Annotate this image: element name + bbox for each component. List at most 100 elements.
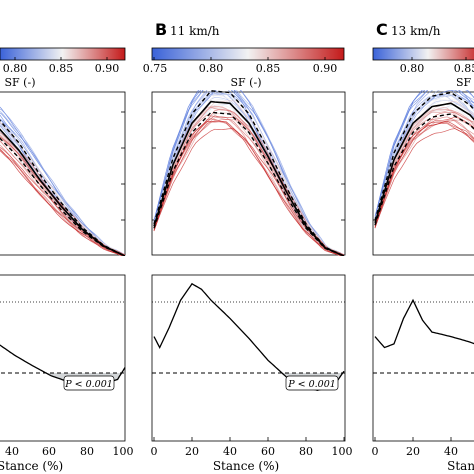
sd-line <box>153 111 345 256</box>
trial-line <box>0 108 124 256</box>
xtick-a: 80 <box>80 445 94 458</box>
svg-text:P < 0.001: P < 0.001 <box>287 379 336 390</box>
xlabel-b: Stance (%) <box>213 459 279 473</box>
trial-line <box>0 122 125 256</box>
xtick-b: 0 <box>151 445 158 458</box>
panel-letter-c: C <box>376 20 388 39</box>
colorbar-label: SF ( <box>456 76 474 89</box>
trial-line <box>0 134 124 256</box>
trial-line <box>153 90 345 256</box>
spm-curve-a <box>0 344 126 384</box>
colorbar-tick: 0.85 <box>49 62 74 75</box>
trial-line <box>374 90 474 221</box>
pvalue-box-b: P < 0.001 <box>285 375 339 391</box>
xtick-c: 20 <box>406 445 420 458</box>
colorbar-tick: 0.85 <box>256 62 281 75</box>
xticks-c <box>374 437 452 441</box>
trial-line <box>0 114 125 256</box>
colorbar-label: SF (-) <box>231 76 262 89</box>
xtick-b: 40 <box>223 445 237 458</box>
trial-line <box>153 90 345 256</box>
mean-line <box>0 128 125 256</box>
xtick-c: 0 <box>372 445 379 458</box>
trial-line <box>0 125 125 256</box>
colorbar-tick: 0.80 <box>3 62 28 75</box>
colorbar-c <box>372 47 474 61</box>
xtick-a: 40 <box>5 445 19 458</box>
xtick-b: 100 <box>332 445 353 458</box>
xtick-c: 40 <box>444 445 458 458</box>
trial-line <box>153 90 345 256</box>
upper-axes-c <box>372 91 474 256</box>
trial-line <box>153 118 343 256</box>
xlabel-c: Stance <box>447 459 474 473</box>
trial-line <box>0 149 124 256</box>
sd-line <box>0 119 125 256</box>
trial-line <box>374 120 474 226</box>
mean-line <box>374 102 474 224</box>
spm-line <box>374 298 474 349</box>
trial-line <box>374 119 474 226</box>
colorbar-a <box>0 47 126 61</box>
xtick-b: 20 <box>185 445 199 458</box>
panel-letter-b: B <box>155 20 167 39</box>
trial-line <box>0 130 124 256</box>
trial-line <box>0 137 124 256</box>
colorbar-label: SF (-) <box>5 76 36 89</box>
trial-line <box>0 121 124 256</box>
lower-axes-a <box>0 274 126 442</box>
trial-curves-b <box>153 90 345 256</box>
trial-line <box>0 110 125 256</box>
spm-curve-b <box>152 282 345 391</box>
colorbar-tick: 0.75 <box>143 62 168 75</box>
colorbar-b-ticks <box>153 57 326 60</box>
trial-line <box>0 118 125 256</box>
trial-line <box>0 148 125 256</box>
colorbar-b <box>151 47 345 61</box>
colorbar-a-ticks <box>14 57 108 60</box>
spm-curve-c <box>373 298 474 374</box>
sd-line <box>374 91 474 221</box>
trial-line <box>0 106 125 256</box>
sd-line <box>153 90 345 256</box>
panel-speed-b: 11 km/h <box>170 24 220 38</box>
upper-yticks-a <box>121 111 125 221</box>
trial-line <box>153 90 344 256</box>
pvalue-box-a: P < 0.001 <box>63 375 115 391</box>
trial-line <box>0 139 125 256</box>
xtick-b: 60 <box>261 445 275 458</box>
xticks-b <box>153 437 345 441</box>
colorbar-tick: 0.80 <box>199 62 224 75</box>
trial-curves-c <box>374 90 474 229</box>
colorbar-tick: 0.85 <box>454 62 474 75</box>
colorbar-tick: 0.90 <box>313 62 338 75</box>
xtick-a: 100 <box>113 445 134 458</box>
trial-curves-a <box>0 106 125 256</box>
trial-line <box>0 123 125 256</box>
trial-line <box>0 112 125 256</box>
panel-c: C 13 km/h 0.80 0.85 SF ( 0 20 40 Stance <box>372 20 474 473</box>
xlabel-a: Stance (%) <box>0 459 63 473</box>
trial-line <box>0 122 125 256</box>
trial-line <box>374 116 474 227</box>
mean-line <box>153 100 345 256</box>
colorbar-tick: 0.80 <box>400 62 425 75</box>
upper-yticks-c <box>373 111 377 221</box>
panel-b: B 11 km/h 0.75 0.80 0.85 0.90 SF (-) P <… <box>143 20 353 473</box>
upper-axes-b <box>151 91 346 256</box>
xtick-b: 80 <box>299 445 313 458</box>
trial-line <box>0 124 125 256</box>
lower-axes-b <box>151 274 346 442</box>
sd-line <box>0 137 125 256</box>
trial-line <box>0 118 124 256</box>
xtick-a: 60 <box>42 445 56 458</box>
panel-speed-c: 13 km/h <box>391 24 441 38</box>
upper-axes-a <box>0 91 126 256</box>
lower-axes-c <box>372 274 474 442</box>
trial-line <box>0 144 125 256</box>
trial-line <box>153 90 343 256</box>
spm-line <box>0 344 126 384</box>
colorbar-c-ticks <box>411 57 467 60</box>
trial-line <box>153 120 345 256</box>
